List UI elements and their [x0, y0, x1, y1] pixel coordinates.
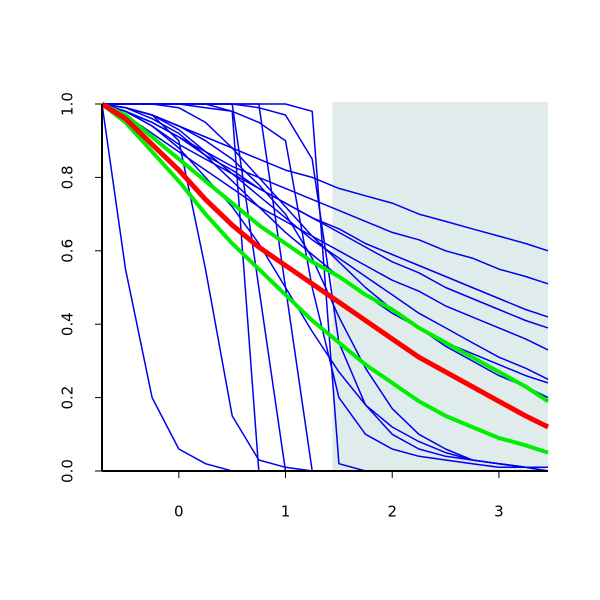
curve — [101, 102, 550, 403]
curve — [101, 103, 549, 329]
curve — [101, 103, 549, 318]
x-tick-label: 2 — [387, 503, 397, 521]
curve — [102, 103, 548, 469]
y-tick-label: 0.0 — [59, 459, 77, 483]
curve — [101, 103, 549, 384]
curve — [101, 103, 549, 351]
x-tick-label: 0 — [174, 503, 184, 521]
y-tick-label: 0.4 — [59, 312, 77, 336]
y-tick-label: 1.0 — [59, 92, 77, 116]
y-tick-label: 0.6 — [59, 239, 77, 263]
x-tick-label: 1 — [281, 503, 291, 521]
y-tick-label: 0.8 — [59, 165, 77, 189]
x-tick-label: 3 — [494, 503, 504, 521]
y-tick-label: 0.2 — [59, 386, 77, 410]
curve — [100, 102, 549, 455]
curve — [100, 101, 550, 430]
